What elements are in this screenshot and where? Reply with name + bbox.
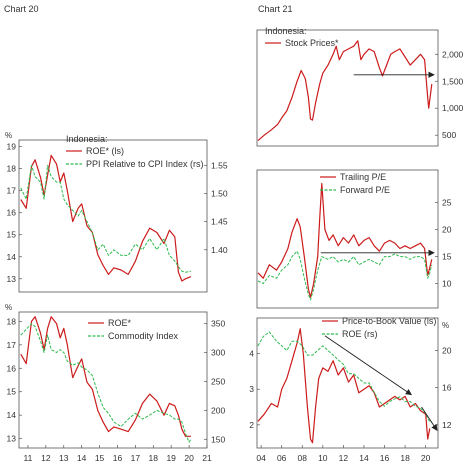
c21-top-right-tick-label: 500 [442,130,456,140]
c20-bottom-x-tick-label: 17 [131,453,141,463]
c21-middle-right-tick-label: 20 [442,225,452,235]
c21-bottom-right-tick-label: 12 [442,420,452,430]
c20-bottom-left-tick-label: 13 [7,434,17,444]
c21-bottom-right-tick-label: 20 [442,346,452,356]
c21-bottom-x-tick-label: 04 [256,453,266,463]
c20-bottom-x-tick-label: 15 [95,453,105,463]
c20-top-panel: 19 18 17 16 15 14 13 1.55 1.50 1.45 1.40% Indonesia… [5,131,228,293]
c20-top-left-tick-label: 18 [7,164,17,174]
c21-top-panel: 2,000 1,500 1,000 500 Indonesia: Stock Prices… [256,26,464,147]
c21-bottom-left-tick-label: 4 [249,349,254,359]
c20-bottom-x-tick-label: 19 [166,453,176,463]
c20-bottom-left-tick-label: 16 [7,363,17,373]
c20-bottom-right-tick-label: 250 [211,376,225,386]
c20-top-right-tick-label: 1.55 [211,160,228,170]
chart-20-heading: Chart 20 [4,4,39,14]
c20-bottom-x-tick-label: 13 [59,453,69,463]
c20-bottom-x-tick-label: 21 [202,453,212,463]
c20-bottom-legend-label: ROE* [108,318,132,328]
c21-top-legend-label: Stock Prices* [285,38,339,48]
c21-bottom-x-tick-label: 18 [400,453,410,463]
c20-bottom-left-tick-label: 17 [7,340,17,350]
c21-top-legend-title: Indonesia: [265,26,307,36]
c20-top-left-tick-label: 13 [7,274,17,284]
c20-top-right-tick-label: 1.50 [211,188,228,198]
c21-top-series-1-line [257,40,433,142]
c21-bottom-legend-label: ROE (rs) [342,329,378,339]
c21-bottom-x-tick-label: 10 [318,453,328,463]
c20-bottom-x-tick-label: 12 [41,453,51,463]
c20-bottom-x-tick-label: 14 [77,453,87,463]
c20-top-frame [18,139,208,293]
chart-21-heading: Chart 21 [258,4,293,14]
c21-bottom-series-1-line [257,328,431,444]
c20-top-legend-title: Indonesia: [66,134,108,144]
c21-top-frame [256,29,439,147]
c21-bottom-x-tick-label: 08 [298,453,308,463]
c20-bottom-x-tick-label: 16 [113,453,123,463]
c21-middle-panel: 25 20 15 10 Trailing P/E Forward P/E [256,169,452,309]
c20-bottom-x-tick-label: 20 [184,453,194,463]
c20-bottom-right-tick-label: 150 [211,434,225,444]
c20-bottom-series-1-line [20,316,191,437]
c20-top-legend-label: ROE* (ls) [86,146,124,156]
c21-bottom-trend-arrow [324,335,413,396]
c20-top-left-tick-label: 17 [7,186,17,196]
c20-top-left-tick-label: 16 [7,208,17,218]
c21-bottom-left-tick-label: 2 [249,420,254,430]
c21-middle-right-tick-label: 25 [442,197,452,207]
c21-middle-right-tick-label: 15 [442,252,452,262]
c20-bottom-x-tick-label: 11 [24,453,33,463]
c21-bottom-x-tick-label: 16 [380,453,390,463]
c20-bottom-left-unit: % [5,303,12,312]
c21-top-right-tick-label: 2,000 [442,49,464,59]
c20-bottom-right-tick-label: 350 [211,319,225,329]
c21-bottom-trend-arrow2 [421,406,438,431]
c21-bottom-legend-label: Price-to-Book Value (ls) [342,316,436,326]
c20-bottom-panel: 18 17 16 15 14 13 350 300 250 200 150% 11 12 13 14 15 16… [5,303,225,463]
c21-middle-legend-label: Forward P/E [340,185,390,195]
c20-top-left-tick-label: 14 [7,252,17,262]
c21-bottom-x-tick-label: 14 [359,453,369,463]
c21-middle-series-2-line [257,250,433,301]
c20-top-left-unit: % [5,131,12,140]
c21-middle-legend-label: Trailing P/E [340,172,386,182]
c20-top-left-tick-label: 19 [7,142,17,152]
c21-bottom-frame [256,317,439,449]
c20-top-right-tick-label: 1.40 [211,245,228,255]
c21-bottom-panel: 4 3 2 20 16 12% 04 06 08 10 12 14 16 18 20 Price-to-Boo… [249,316,451,463]
c21-middle-right-tick-label: 10 [442,279,452,289]
c21-bottom-right-unit: % [442,321,449,330]
c21-bottom-x-tick-label: 20 [421,453,431,463]
c20-top-series-2-line [20,164,191,273]
c20-top-series-1-line [20,154,192,282]
c21-top-right-tick-label: 1,500 [442,76,464,86]
c21-bottom-series-2-line [257,331,433,424]
c20-bottom-series-2-line [20,323,192,443]
c21-middle-frame [256,169,439,309]
c20-bottom-right-tick-label: 200 [211,405,225,415]
c20-top-right-tick-label: 1.45 [211,217,228,227]
c21-middle-series-1-line [257,182,433,298]
c20-top-legend-label: PPI Relative to CPI Index (rs) [86,159,204,169]
c20-bottom-left-tick-label: 14 [7,410,17,420]
c21-bottom-left-tick-label: 3 [249,384,254,394]
c20-bottom-frame [18,311,208,449]
c21-top-right-tick-label: 1,000 [442,103,464,113]
c20-bottom-x-tick-label: 18 [149,453,159,463]
c20-bottom-right-tick-label: 300 [211,348,225,358]
c20-bottom-left-tick-label: 18 [7,316,17,326]
c21-bottom-x-tick-label: 06 [277,453,287,463]
c21-bottom-x-tick-label: 12 [339,453,349,463]
c20-top-left-tick-label: 15 [7,230,17,240]
c20-bottom-legend-label: Commodity Index [108,331,179,341]
c21-bottom-right-tick-label: 16 [442,383,452,393]
c20-bottom-left-tick-label: 15 [7,387,17,397]
